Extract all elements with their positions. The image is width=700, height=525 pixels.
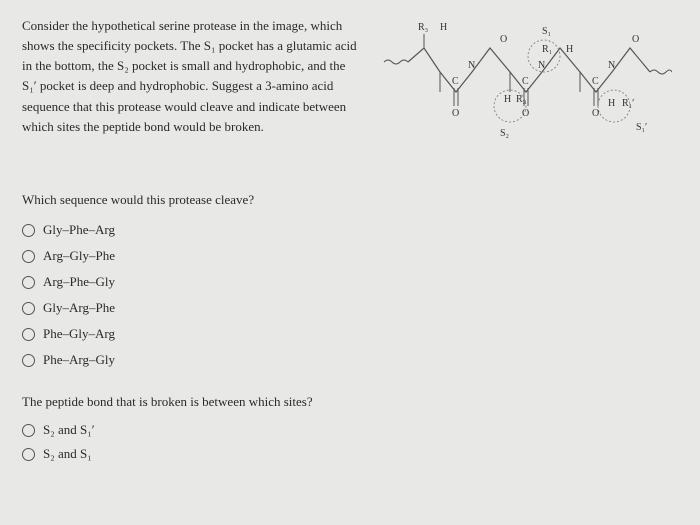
chemical-structure-diagram: R₃ H O C N O H R₂ S₂ C O N R₁ H S₁ C O N…	[382, 20, 678, 170]
option-label: Phe–Gly–Arg	[43, 326, 115, 342]
label-H-3: H	[608, 98, 615, 109]
label-N-3: N	[608, 60, 615, 71]
option-2-1[interactable]: S₂ and S₁′	[22, 422, 678, 438]
label-R1: R₁	[542, 44, 552, 55]
radio-icon	[22, 276, 35, 289]
label-S2: S₂	[500, 128, 509, 139]
intro-paragraph: Consider the hypothetical serine proteas…	[22, 16, 362, 170]
question-1: Which sequence would this protease cleav…	[22, 192, 678, 208]
option-1-5[interactable]: Phe–Gly–Arg	[22, 326, 678, 342]
option-label: Arg–Gly–Phe	[43, 248, 115, 264]
radio-icon	[22, 328, 35, 341]
label-N-1: N	[468, 60, 475, 71]
label-R1p: R₁′	[622, 98, 634, 109]
option-label: Phe–Arg–Gly	[43, 352, 115, 368]
option-label: S₂ and S₁	[43, 446, 92, 462]
option-1-1[interactable]: Gly–Phe–Arg	[22, 222, 678, 238]
label-N-2: N	[538, 60, 545, 71]
radio-icon	[22, 224, 35, 237]
option-label: Gly–Phe–Arg	[43, 222, 115, 238]
label-O-5: O	[632, 34, 639, 45]
option-1-3[interactable]: Arg–Phe–Gly	[22, 274, 678, 290]
label-H-mid: H	[504, 94, 511, 105]
option-label: Gly–Arg–Phe	[43, 300, 115, 316]
label-O-1: O	[452, 108, 459, 119]
option-1-6[interactable]: Phe–Arg–Gly	[22, 352, 678, 368]
question-2: The peptide bond that is broken is betwe…	[22, 394, 678, 410]
label-O-2: O	[500, 34, 507, 45]
label-R3: R₃	[418, 22, 428, 33]
label-C-2: C	[522, 76, 529, 87]
radio-icon	[22, 354, 35, 367]
label-C-3: C	[592, 76, 599, 87]
radio-icon	[22, 424, 35, 437]
option-label: S₂ and S₁′	[43, 422, 95, 438]
label-S1p: S₁′	[636, 122, 647, 133]
radio-icon	[22, 448, 35, 461]
option-1-2[interactable]: Arg–Gly–Phe	[22, 248, 678, 264]
label-H: H	[440, 22, 447, 33]
radio-icon	[22, 302, 35, 315]
label-H-2: H	[566, 44, 573, 55]
label-C-1: C	[452, 76, 459, 87]
radio-icon	[22, 250, 35, 263]
label-R2: R₂	[516, 94, 526, 105]
option-2-2[interactable]: S₂ and S₁	[22, 446, 678, 462]
options-group-2: S₂ and S₁′ S₂ and S₁	[22, 422, 678, 462]
option-1-4[interactable]: Gly–Arg–Phe	[22, 300, 678, 316]
label-O-4: O	[592, 108, 599, 119]
label-S1: S₁	[542, 26, 551, 37]
option-label: Arg–Phe–Gly	[43, 274, 115, 290]
label-O-3: O	[522, 108, 529, 119]
options-group-1: Gly–Phe–Arg Arg–Gly–Phe Arg–Phe–Gly Gly–…	[22, 222, 678, 368]
